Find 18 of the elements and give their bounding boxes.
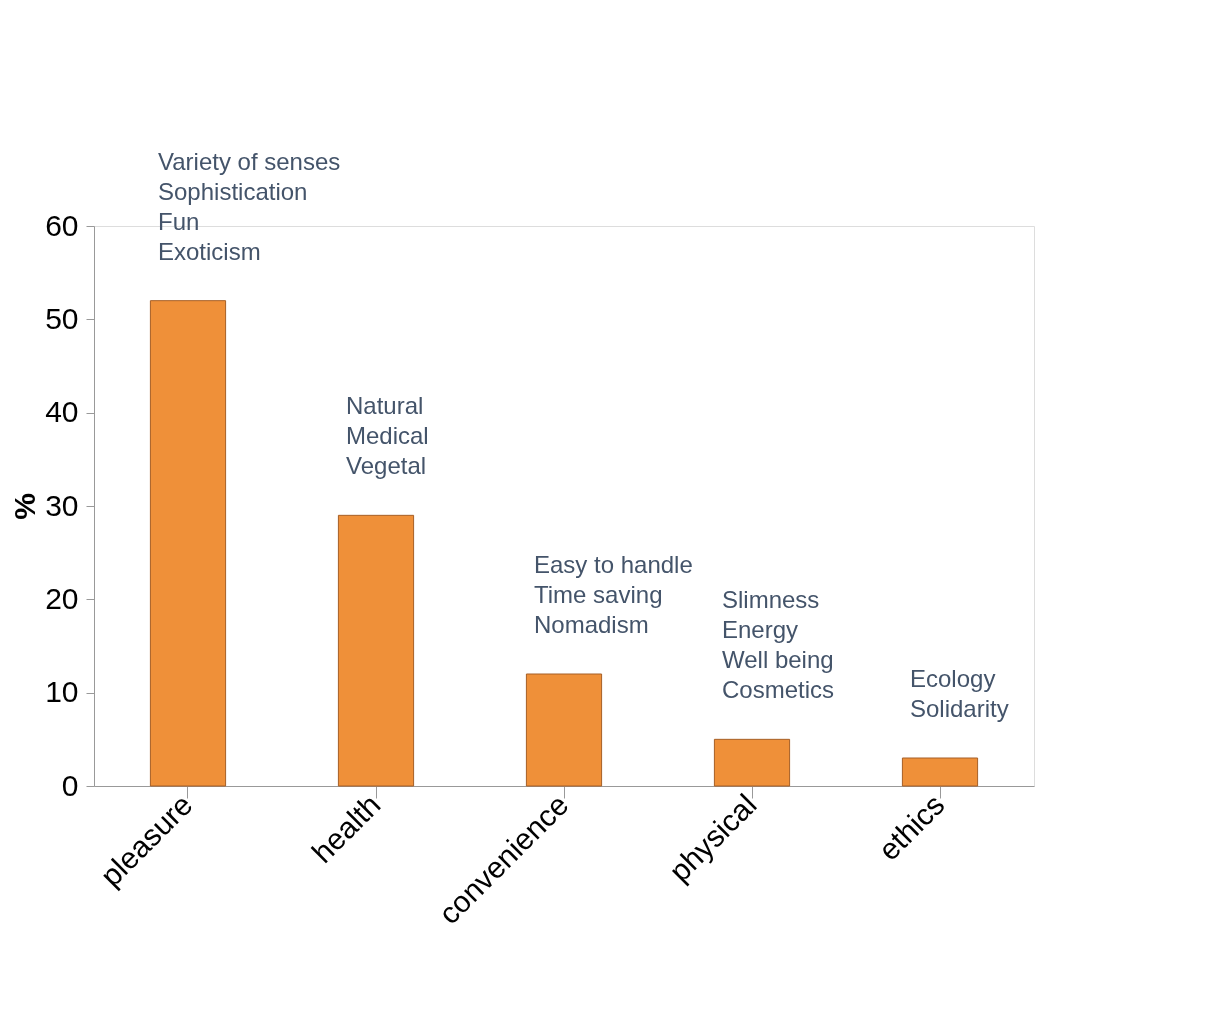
bar	[713, 738, 791, 787]
bar	[901, 757, 979, 787]
bar	[149, 300, 227, 787]
y-tick-label: 10	[45, 675, 79, 709]
annotation: Slimness Energy Well being Cosmetics	[722, 586, 835, 704]
y-tick-label: 60	[45, 208, 79, 242]
bar	[337, 514, 415, 787]
annotation: Natural Medical Vegetal	[346, 392, 429, 480]
y-tick-label: 30	[45, 488, 79, 522]
bar	[525, 673, 603, 787]
y-axis-title: %	[8, 493, 42, 520]
y-tick-label: 40	[45, 395, 79, 429]
y-tick-label: 0	[61, 768, 79, 802]
annotation: Easy to handle Time saving Nomadism	[534, 551, 693, 638]
annotation: Ecology Solidarity	[910, 665, 1009, 722]
y-tick-label: 50	[45, 301, 79, 335]
annotation: Variety of senses Sophistication Fun Exoticism	[158, 147, 341, 265]
y-tick-label: 20	[45, 581, 79, 615]
